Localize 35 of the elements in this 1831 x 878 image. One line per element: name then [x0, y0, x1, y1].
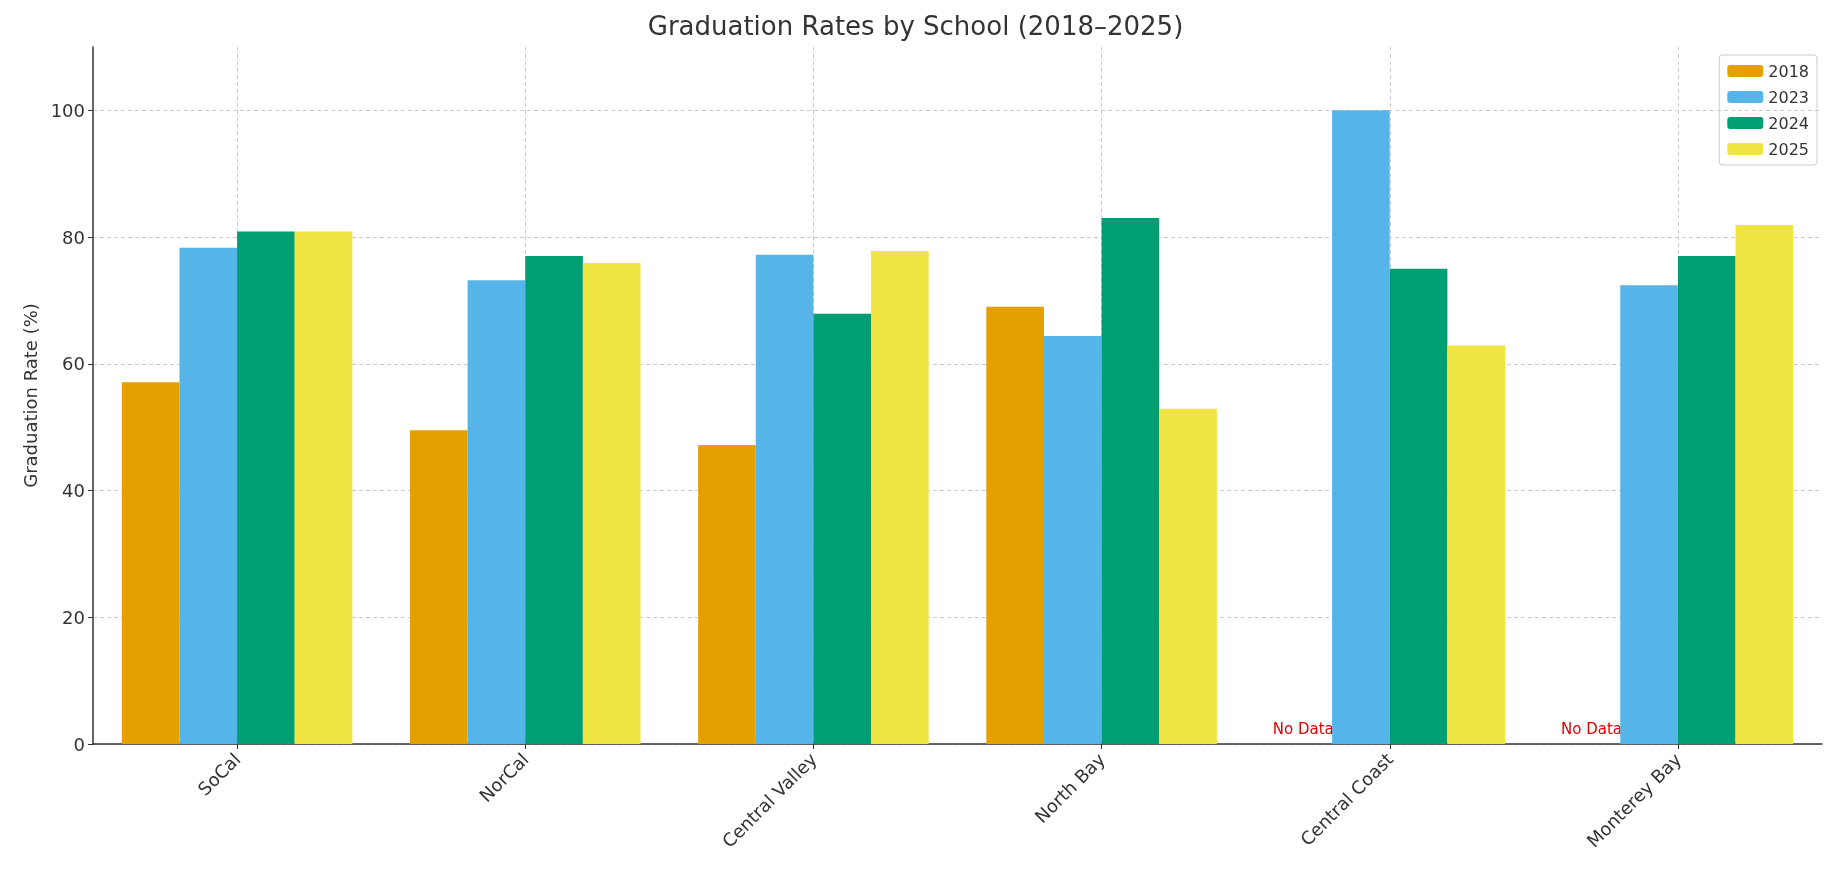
bar — [121, 382, 180, 744]
bar — [1389, 268, 1448, 744]
legend-label: 2023 — [1768, 87, 1809, 107]
bar — [467, 280, 526, 744]
bar — [1043, 335, 1102, 744]
chart-title: Graduation Rates by School (2018–2025) — [647, 11, 1184, 41]
bar — [755, 254, 814, 744]
legend-label: 2025 — [1768, 139, 1809, 159]
legend-label: 2018 — [1768, 61, 1809, 81]
bar — [179, 247, 238, 744]
y-tick-label: 20 — [62, 606, 85, 628]
bar — [1735, 225, 1794, 744]
bar — [525, 256, 583, 744]
bar — [1447, 345, 1506, 744]
legend-label: 2024 — [1768, 113, 1809, 133]
y-tick-label: 80 — [62, 226, 85, 248]
bar — [582, 263, 641, 744]
y-tick-label: 40 — [62, 480, 85, 502]
bar — [698, 444, 756, 744]
bar — [813, 313, 872, 744]
bar — [294, 231, 353, 744]
y-tick-label: 100 — [50, 99, 85, 121]
bar — [1677, 256, 1736, 744]
bar — [1332, 110, 1390, 744]
y-axis-title: Graduation Rate (%) — [20, 303, 42, 488]
bar — [237, 231, 295, 744]
bar — [409, 430, 468, 744]
y-tick-label: 60 — [62, 353, 85, 375]
annotation: No Data — [1560, 719, 1622, 738]
y-tick-label: 0 — [73, 733, 85, 755]
bar — [1620, 285, 1678, 744]
bar — [1159, 408, 1217, 744]
bar — [986, 306, 1044, 744]
bar — [1101, 218, 1160, 744]
bar — [871, 251, 929, 744]
